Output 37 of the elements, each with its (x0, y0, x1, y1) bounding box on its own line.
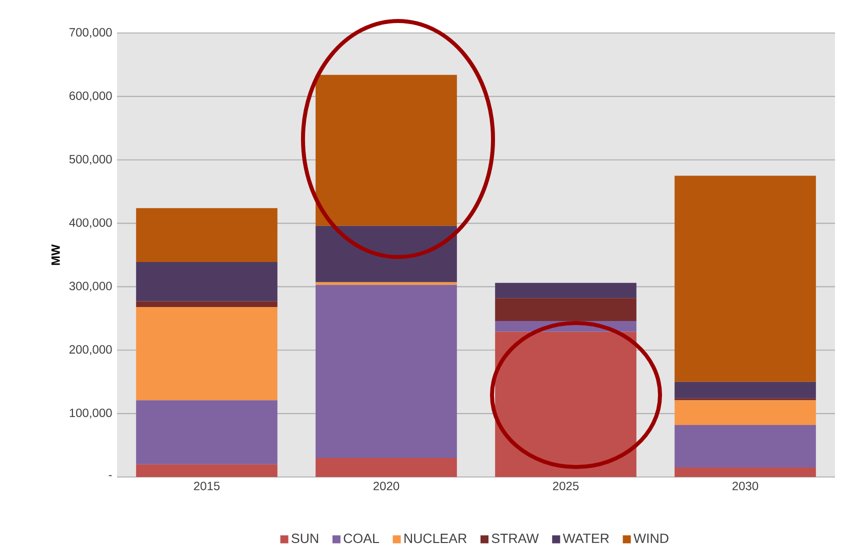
bar (495, 298, 636, 321)
bar (674, 400, 816, 425)
x-tick-label: 2030 (732, 482, 758, 490)
legend-label: WATER (562, 534, 609, 543)
bar (136, 262, 278, 302)
bar (136, 464, 278, 477)
legend-label: STRAW (492, 534, 539, 544)
bar (495, 282, 636, 298)
y-tick-label: 700,000 (70, 28, 112, 38)
bar (316, 458, 457, 477)
y-tick-label: - (108, 475, 112, 476)
bar (136, 208, 278, 262)
bar (136, 400, 278, 464)
x-tick-label: 2025 (553, 482, 579, 490)
bar (316, 282, 457, 285)
legend-label: SUN (292, 534, 318, 544)
bar (136, 307, 278, 400)
bar (674, 176, 816, 382)
bar (674, 424, 816, 468)
x-tick-label: 2020 (374, 482, 400, 490)
bar (316, 74, 457, 226)
y-tick-label: 600,000 (70, 91, 112, 102)
bar (316, 226, 457, 282)
legend-label: NUCLEAR (404, 534, 467, 544)
bar (674, 467, 816, 477)
y-tick-label: 200,000 (70, 345, 112, 356)
legend-label: WIND (634, 534, 668, 543)
y-tick-label: 300,000 (69, 282, 112, 292)
y-tick-label: 100,000 (70, 408, 112, 419)
bar (316, 284, 457, 458)
y-tick-label: 500,000 (69, 154, 112, 165)
y-tick-label: 400,000 (69, 218, 112, 228)
bar (674, 382, 816, 398)
bar (136, 301, 278, 308)
y-axis-title: MW (52, 244, 60, 265)
x-tick-label: 2015 (194, 482, 220, 490)
legend-label: COAL (344, 534, 380, 544)
